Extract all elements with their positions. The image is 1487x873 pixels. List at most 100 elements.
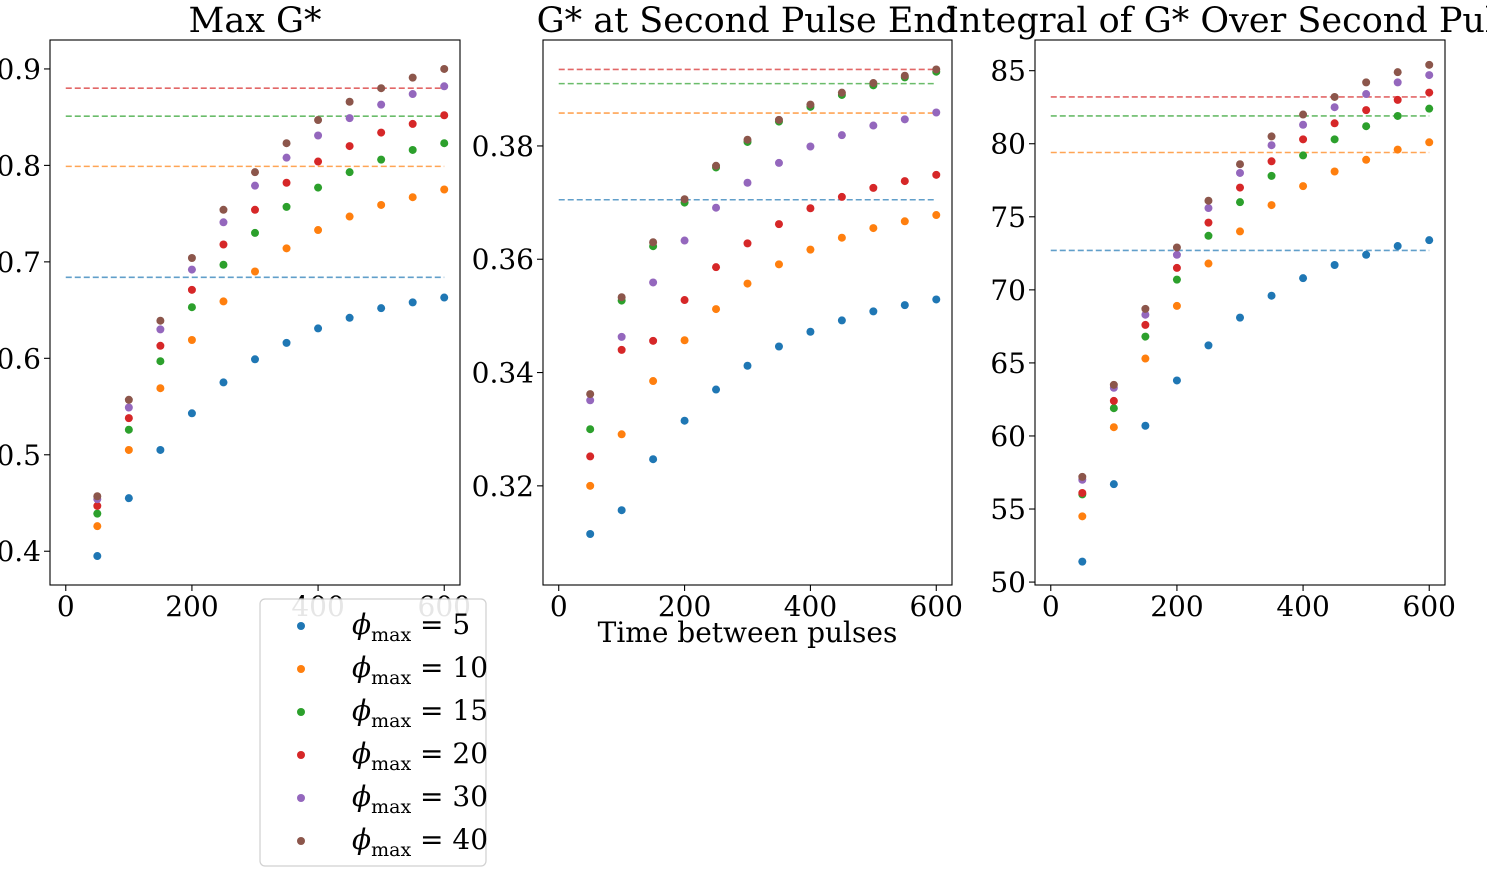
data-point: [1330, 261, 1339, 270]
data-point: [900, 115, 909, 124]
data-point: [869, 121, 878, 130]
data-point: [900, 177, 909, 186]
data-point: [440, 185, 449, 194]
data-point: [282, 139, 291, 148]
data-point: [617, 430, 626, 439]
data-point: [408, 90, 417, 99]
data-point: [1425, 236, 1434, 245]
legend-entry: ϕmax = 15: [297, 694, 488, 732]
data-point: [1362, 155, 1371, 164]
subplot-title: Integral of G* Over Second Pulse: [945, 1, 1487, 41]
legend-label: ϕmax = 10: [352, 651, 488, 689]
data-point: [680, 416, 689, 425]
legend-marker: [297, 751, 305, 759]
data-point: [156, 316, 165, 325]
data-point: [314, 324, 323, 333]
data-point: [219, 297, 228, 306]
data-point: [1109, 404, 1118, 413]
data-point: [837, 192, 846, 201]
data-point: [156, 325, 165, 334]
x-axis-label: Time between pulses: [598, 616, 898, 649]
data-point: [1299, 120, 1308, 129]
data-point: [712, 161, 721, 170]
data-point: [932, 170, 941, 179]
data-point: [743, 135, 752, 144]
data-point: [1362, 106, 1371, 115]
data-point: [1109, 423, 1118, 432]
y-tick-label: 55: [990, 493, 1026, 526]
data-point: [1236, 183, 1244, 192]
data-point: [743, 178, 752, 187]
data-point: [251, 355, 259, 364]
data-point: [187, 254, 196, 262]
data-point: [345, 313, 354, 322]
data-point: [1141, 320, 1150, 329]
x-tick-label: 0: [550, 590, 568, 623]
data-point: [1299, 151, 1308, 160]
y-tick-label: 70: [990, 274, 1026, 307]
data-point: [774, 260, 783, 269]
data-point: [680, 236, 689, 245]
legend-label: ϕmax = 20: [352, 737, 488, 775]
data-point: [1267, 171, 1276, 180]
data-point: [649, 455, 658, 464]
data-point: [377, 304, 386, 313]
data-point: [1425, 104, 1434, 113]
data-point: [93, 509, 102, 518]
data-point: [314, 226, 323, 235]
data-point: [1109, 396, 1118, 405]
data-point: [900, 301, 909, 310]
data-point: [314, 131, 323, 140]
data-point: [156, 357, 165, 366]
data-point: [1204, 259, 1213, 268]
data-point: [377, 84, 386, 93]
data-point: [1267, 141, 1276, 150]
y-tick-label: 50: [990, 566, 1026, 599]
legend-entry: ϕmax = 20: [297, 737, 488, 775]
y-tick-label: 0.5: [0, 439, 41, 472]
data-point: [1236, 168, 1244, 177]
subplot-3: 0 200 400 600 50 55 60 65 70 75 80 85 Integral of G*…: [945, 1, 1487, 623]
data-point: [1299, 182, 1308, 191]
data-point: [219, 378, 228, 387]
data-point: [1204, 204, 1213, 213]
legend-box: [259, 598, 487, 867]
data-point: [932, 295, 941, 304]
x-tick-label: 200: [1150, 590, 1203, 623]
data-point: [743, 361, 752, 370]
data-point: [1172, 376, 1181, 385]
data-point: [345, 142, 354, 151]
data-point: [124, 445, 133, 454]
data-point: [377, 155, 386, 164]
data-point: [743, 239, 752, 248]
data-point: [345, 212, 354, 221]
data-point: [1204, 218, 1213, 227]
data-point: [1362, 78, 1371, 87]
data-point: [1109, 380, 1118, 389]
data-point: [282, 244, 291, 253]
data-point: [1236, 198, 1244, 207]
data-point: [440, 139, 449, 148]
data-point: [900, 71, 909, 80]
data-point: [1172, 263, 1181, 272]
data-point: [219, 205, 228, 214]
data-point: [124, 395, 133, 404]
data-point: [932, 108, 941, 117]
data-point: [124, 403, 133, 412]
subplot-title: G* at Second Pulse End: [537, 1, 959, 41]
data-point: [251, 168, 259, 177]
data-point: [806, 142, 815, 151]
data-point: [586, 530, 595, 539]
data-point: [314, 116, 323, 125]
legend-entry: ϕmax = 5: [297, 608, 470, 646]
data-point: [1204, 196, 1213, 205]
y-tick-label: 0.6: [0, 342, 41, 375]
y-tick-label: 0.9: [0, 53, 41, 86]
data-point: [1362, 122, 1371, 131]
data-point: [1172, 243, 1181, 252]
data-point: [1425, 60, 1434, 69]
data-point: [806, 327, 815, 336]
x-tick-label: 400: [784, 590, 837, 623]
